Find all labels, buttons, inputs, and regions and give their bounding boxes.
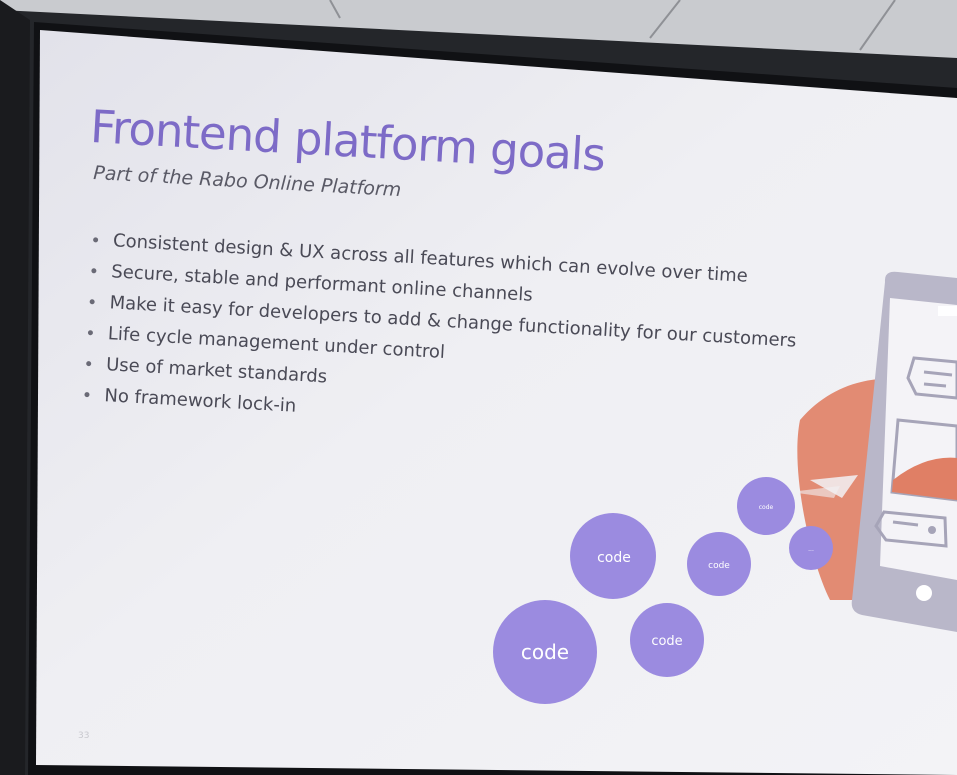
bullet-dot-icon	[91, 268, 97, 274]
bullet-dot-icon	[92, 237, 99, 243]
bullet-dot-icon	[89, 299, 95, 305]
bullet-dot-icon	[87, 330, 94, 336]
bullet-dot-icon	[84, 391, 90, 398]
bullet-dot-icon	[86, 361, 92, 367]
slide-number: 33	[78, 731, 90, 741]
bullet-text: No framework lock-in	[103, 385, 297, 417]
goals-list: Consistent design & UX across all featur…	[80, 224, 801, 449]
